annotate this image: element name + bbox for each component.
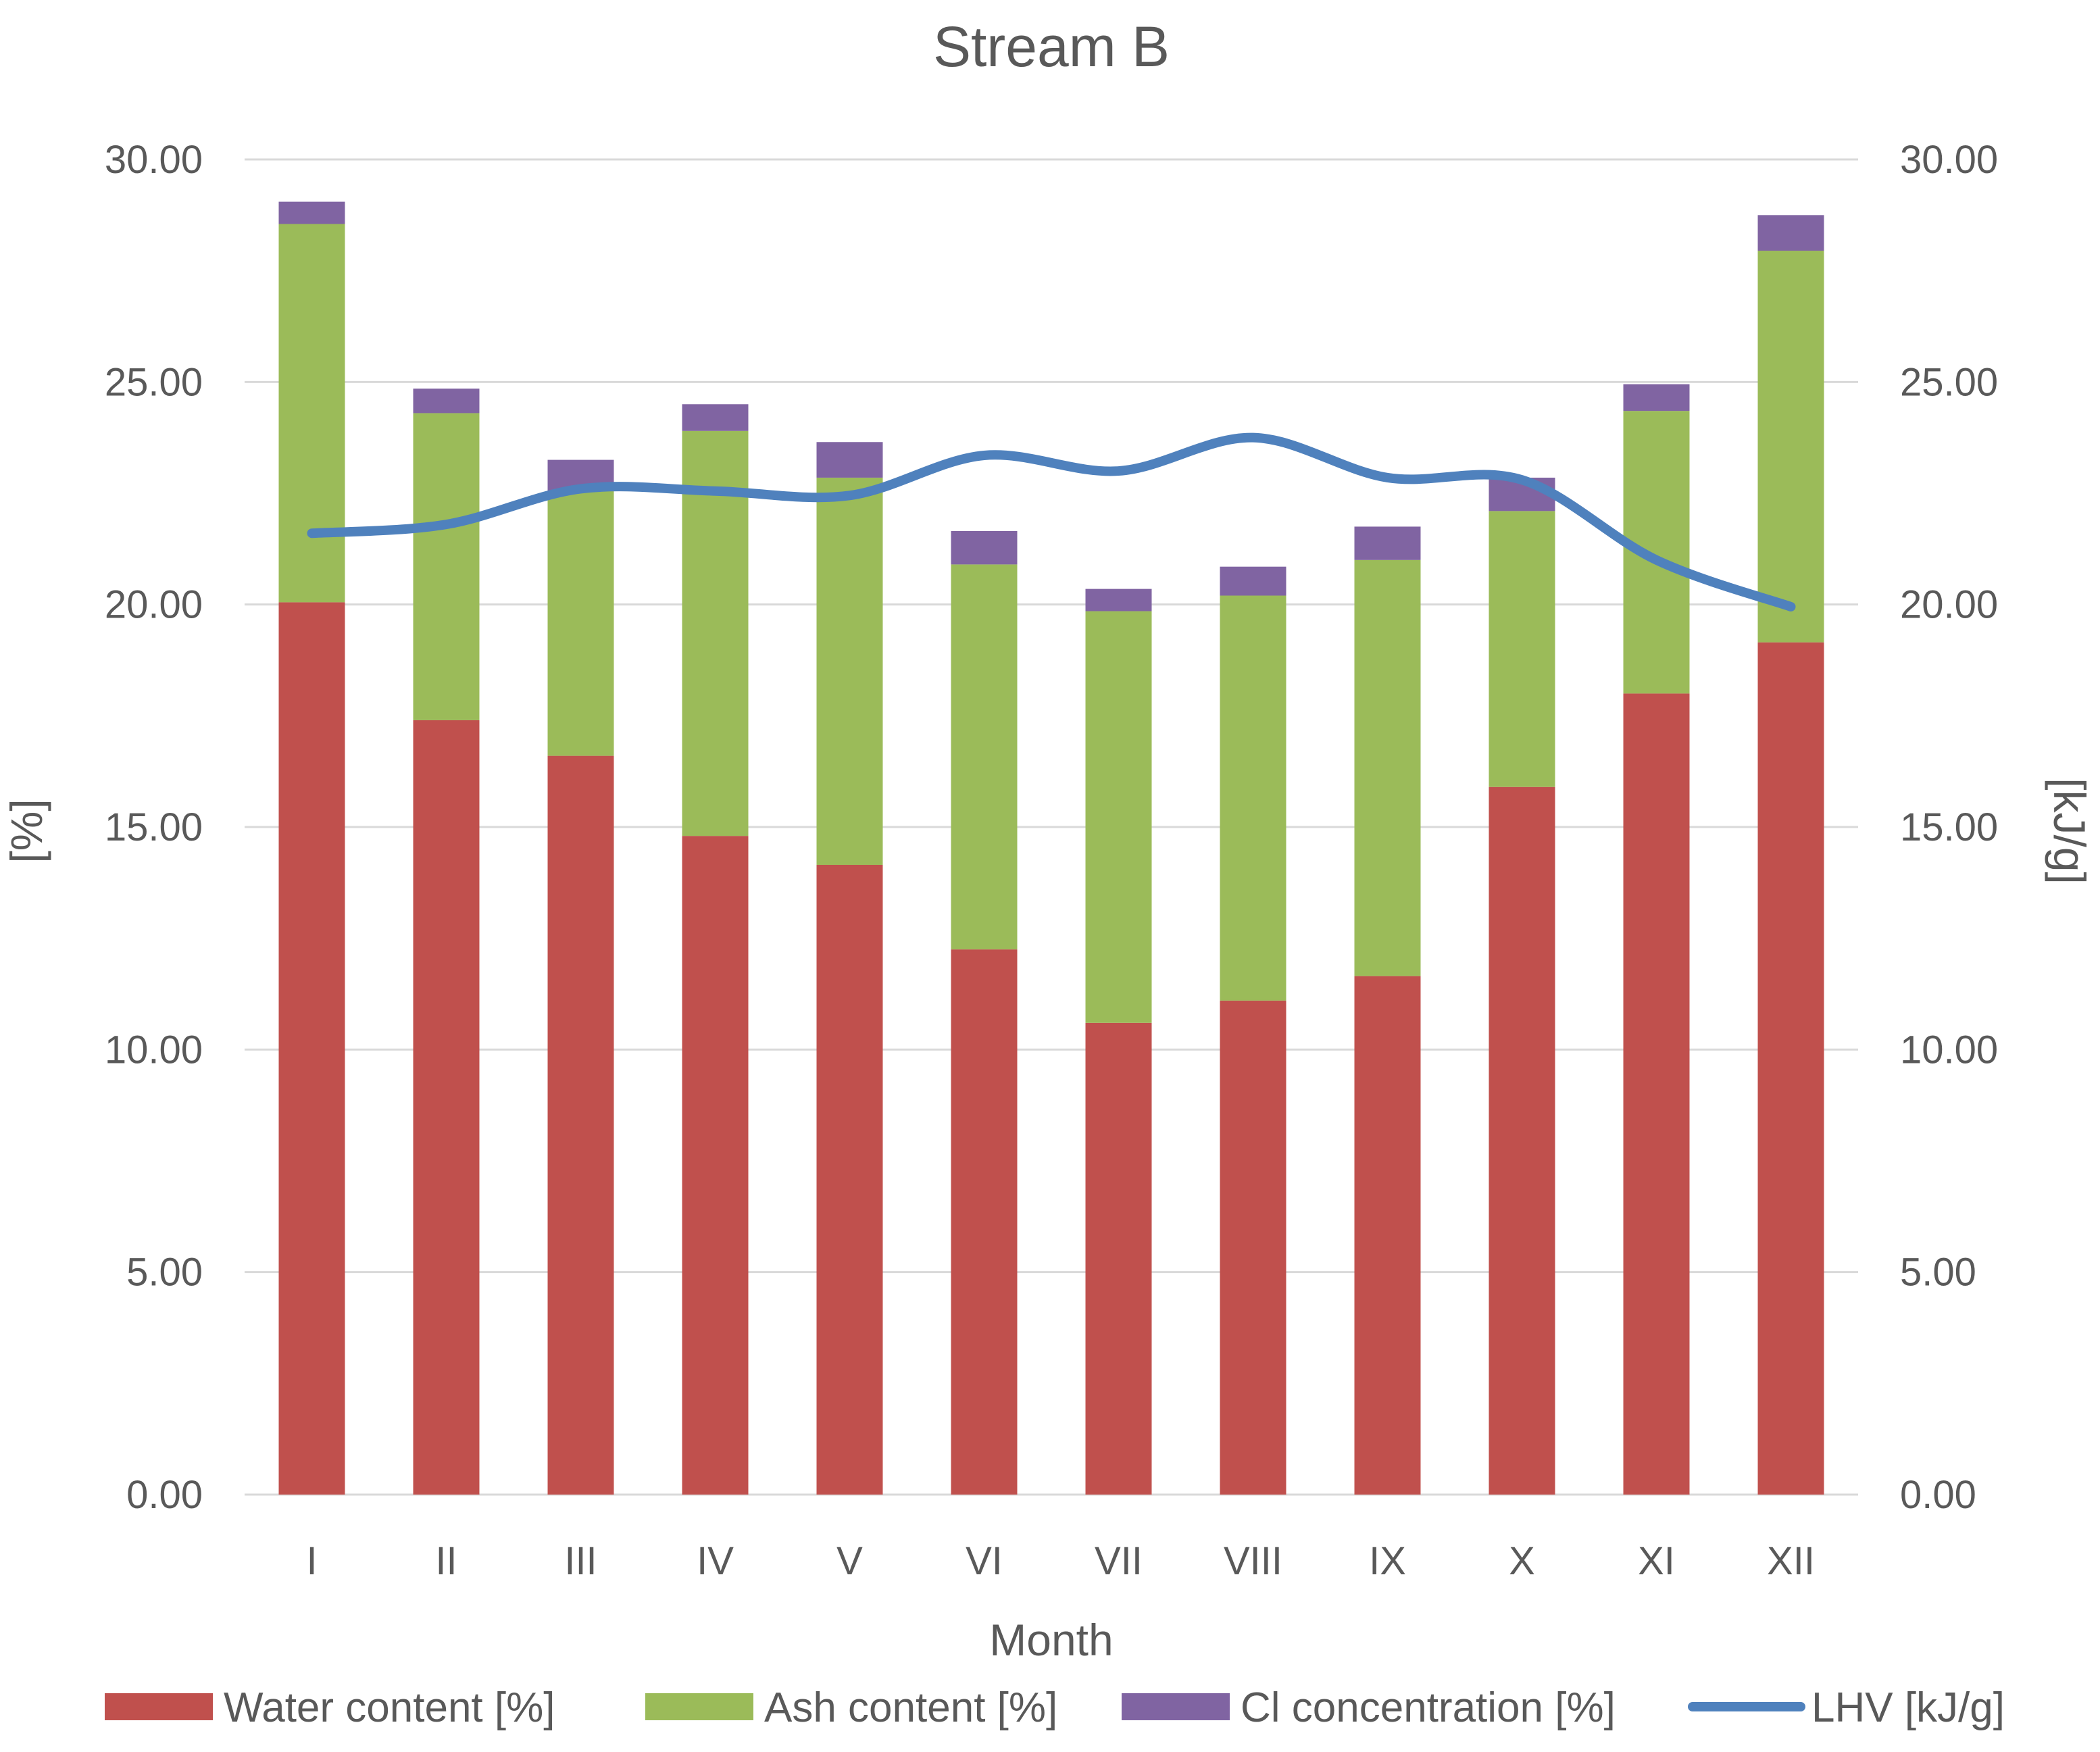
- y-tick-label: 0.00: [126, 1473, 203, 1517]
- x-tick-label: XII: [1767, 1539, 1815, 1583]
- legend-label: LHV [kJ/g]: [1811, 1684, 2005, 1731]
- bar-stack: [278, 201, 345, 1495]
- bar-cl: [413, 389, 480, 414]
- bar-stack: [951, 530, 1018, 1495]
- bar-cl: [1354, 526, 1421, 560]
- gridlines: [245, 158, 1858, 1496]
- bar-stack: [1220, 566, 1286, 1495]
- bar-ash: [1757, 251, 1824, 643]
- bar-water: [413, 720, 480, 1495]
- chart-title: Stream B: [933, 15, 1170, 78]
- bar-water: [1623, 693, 1690, 1495]
- bar-cl: [278, 201, 345, 224]
- y-axis-title-right: [kJ/g]: [2045, 778, 2095, 884]
- right-axis-ticks: 0.00 5.00 10.00 15.00 20.00 25.00 30.00: [1900, 138, 1998, 1517]
- y-tick-label: 25.00: [105, 360, 203, 404]
- bar-stack: [1623, 384, 1690, 1495]
- y-tick-label: 10.00: [105, 1028, 203, 1072]
- legend-swatch: [1122, 1693, 1230, 1720]
- legend-label: Water content [%]: [224, 1684, 555, 1731]
- legend-item: LHV [kJ/g]: [1688, 1684, 2005, 1731]
- left-axis-ticks: 0.00 5.00 10.00 15.00 20.00 25.00 30.00: [105, 138, 203, 1517]
- bar-water: [951, 949, 1018, 1495]
- legend-item: Water content [%]: [105, 1684, 555, 1731]
- bar-ash: [816, 477, 883, 865]
- bar-stack: [1085, 589, 1152, 1495]
- y-tick-label: 5.00: [126, 1251, 203, 1295]
- x-tick-label: I: [306, 1539, 317, 1583]
- bar-water: [1757, 642, 1824, 1495]
- bar-water: [547, 755, 614, 1495]
- bar-cl: [951, 530, 1018, 565]
- y2-tick-label: 5.00: [1900, 1251, 1976, 1295]
- x-tick-label: IV: [697, 1539, 734, 1583]
- bar-ash: [413, 413, 480, 720]
- bar-ash: [1220, 595, 1286, 1001]
- x-tick-label: IX: [1369, 1539, 1406, 1583]
- y-tick-label: 20.00: [105, 583, 203, 627]
- bar-ash: [278, 224, 345, 603]
- bar-water: [816, 864, 883, 1495]
- y-tick-label: 15.00: [105, 805, 203, 849]
- bar-stack: [682, 404, 749, 1495]
- y-tick-label: 30.00: [105, 138, 203, 182]
- bar-cl: [1757, 215, 1824, 251]
- bar-cl: [1623, 384, 1690, 411]
- lhv-line-layer: [307, 432, 1796, 611]
- x-tick-label: II: [435, 1539, 457, 1583]
- bar-stack: [1354, 526, 1421, 1495]
- x-tick-label: VI: [966, 1539, 1003, 1583]
- legend-item: Ash content [%]: [645, 1684, 1057, 1731]
- legend-label: Ash content [%]: [764, 1684, 1057, 1731]
- bar-water: [1085, 1022, 1152, 1495]
- bar-stack: [816, 442, 883, 1495]
- legend-label: Cl concentration [%]: [1241, 1684, 1616, 1731]
- y-axis-title-left: [%]: [1, 799, 51, 863]
- y2-tick-label: 25.00: [1900, 360, 1998, 404]
- legend-swatch: [105, 1693, 213, 1720]
- bar-water: [278, 602, 345, 1495]
- x-tick-label: VII: [1095, 1539, 1143, 1583]
- y2-tick-label: 30.00: [1900, 138, 1998, 182]
- bar-cl: [1220, 566, 1286, 596]
- bar-ash: [547, 491, 614, 756]
- bar-stack: [1489, 477, 1555, 1495]
- x-axis-title: Month: [989, 1615, 1113, 1665]
- bar-stack: [1757, 215, 1824, 1495]
- bar-ash: [682, 430, 749, 836]
- x-axis-ticks: I II III IV V VI VII VIII IX X XI XII: [306, 1539, 1815, 1583]
- y2-tick-label: 10.00: [1900, 1028, 1998, 1072]
- bar-ash: [1489, 511, 1555, 787]
- lhv-line: [307, 432, 1796, 611]
- x-tick-label: X: [1509, 1539, 1535, 1583]
- x-tick-label: V: [836, 1539, 863, 1583]
- bar-water: [1489, 786, 1555, 1495]
- legend-swatch: [645, 1693, 753, 1720]
- bar-cl: [682, 404, 749, 431]
- x-tick-label: XI: [1638, 1539, 1675, 1583]
- bar-stack: [547, 459, 614, 1495]
- bar-ash: [951, 564, 1018, 950]
- bar-cl: [816, 442, 883, 478]
- x-tick-label: III: [564, 1539, 597, 1583]
- bar-stacks: [278, 201, 1824, 1495]
- y2-tick-label: 20.00: [1900, 583, 1998, 627]
- bar-water: [1220, 1000, 1286, 1495]
- bar-cl: [1085, 589, 1152, 611]
- legend-item: Cl concentration [%]: [1122, 1684, 1616, 1731]
- x-tick-label: VIII: [1224, 1539, 1282, 1583]
- bar-water: [682, 836, 749, 1495]
- y2-tick-label: 0.00: [1900, 1473, 1976, 1517]
- legend: Water content [%] Ash content [%] Cl conce…: [105, 1684, 2005, 1731]
- bar-ash: [1085, 611, 1152, 1023]
- bar-water: [1354, 976, 1421, 1495]
- bar-stack: [413, 389, 480, 1495]
- y2-tick-label: 15.00: [1900, 805, 1998, 849]
- bar-ash: [1354, 559, 1421, 976]
